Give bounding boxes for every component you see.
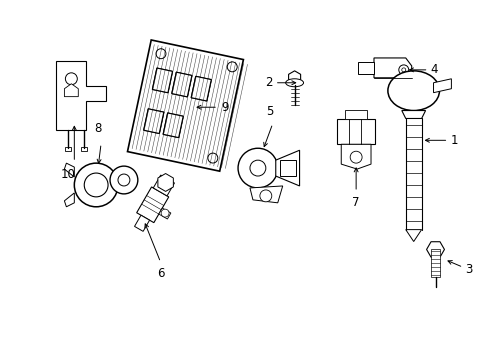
FancyBboxPatch shape bbox=[163, 113, 183, 138]
Circle shape bbox=[65, 73, 77, 85]
Text: 10: 10 bbox=[61, 168, 76, 181]
Circle shape bbox=[161, 209, 169, 217]
Polygon shape bbox=[153, 175, 174, 196]
Polygon shape bbox=[405, 230, 421, 242]
FancyBboxPatch shape bbox=[152, 68, 172, 93]
Circle shape bbox=[84, 173, 108, 197]
FancyBboxPatch shape bbox=[191, 76, 211, 101]
Ellipse shape bbox=[285, 79, 303, 87]
Text: 2: 2 bbox=[264, 76, 272, 89]
Text: 3: 3 bbox=[464, 263, 472, 276]
Circle shape bbox=[207, 153, 217, 163]
Polygon shape bbox=[56, 61, 106, 130]
Text: 5: 5 bbox=[265, 105, 273, 118]
FancyBboxPatch shape bbox=[171, 72, 191, 97]
Polygon shape bbox=[159, 208, 170, 219]
Polygon shape bbox=[134, 215, 149, 231]
FancyBboxPatch shape bbox=[191, 76, 211, 101]
Polygon shape bbox=[341, 144, 370, 169]
Polygon shape bbox=[357, 62, 373, 74]
Bar bbox=[429, 249, 440, 277]
Text: 1: 1 bbox=[449, 134, 457, 147]
Bar bbox=[345, 109, 366, 120]
Circle shape bbox=[259, 190, 271, 202]
Circle shape bbox=[118, 174, 130, 186]
Circle shape bbox=[249, 160, 265, 176]
Polygon shape bbox=[158, 174, 173, 192]
Circle shape bbox=[156, 49, 165, 59]
Polygon shape bbox=[249, 186, 282, 203]
Polygon shape bbox=[64, 193, 74, 207]
Circle shape bbox=[401, 68, 405, 72]
Text: 7: 7 bbox=[352, 196, 359, 209]
FancyBboxPatch shape bbox=[163, 113, 183, 138]
FancyBboxPatch shape bbox=[152, 68, 172, 93]
Bar bbox=[65, 147, 71, 151]
FancyBboxPatch shape bbox=[143, 109, 163, 134]
Bar bbox=[81, 147, 87, 151]
Polygon shape bbox=[337, 120, 374, 144]
Text: 6: 6 bbox=[157, 267, 164, 280]
Circle shape bbox=[74, 163, 118, 207]
Polygon shape bbox=[275, 150, 299, 186]
Polygon shape bbox=[64, 84, 78, 96]
Text: 9: 9 bbox=[221, 101, 228, 114]
Circle shape bbox=[238, 148, 277, 188]
Polygon shape bbox=[288, 71, 300, 85]
Polygon shape bbox=[373, 58, 411, 78]
Circle shape bbox=[110, 166, 138, 194]
Circle shape bbox=[227, 62, 237, 72]
Polygon shape bbox=[64, 163, 74, 177]
Circle shape bbox=[398, 65, 408, 75]
Ellipse shape bbox=[387, 71, 439, 111]
FancyBboxPatch shape bbox=[143, 109, 163, 134]
Polygon shape bbox=[401, 111, 425, 118]
FancyBboxPatch shape bbox=[127, 40, 243, 171]
FancyBboxPatch shape bbox=[171, 72, 191, 97]
Polygon shape bbox=[426, 242, 444, 257]
Polygon shape bbox=[137, 187, 168, 222]
Circle shape bbox=[349, 151, 361, 163]
Polygon shape bbox=[433, 79, 450, 93]
Text: 8: 8 bbox=[94, 122, 102, 135]
Bar bbox=[279, 160, 295, 176]
Text: 4: 4 bbox=[429, 63, 437, 76]
